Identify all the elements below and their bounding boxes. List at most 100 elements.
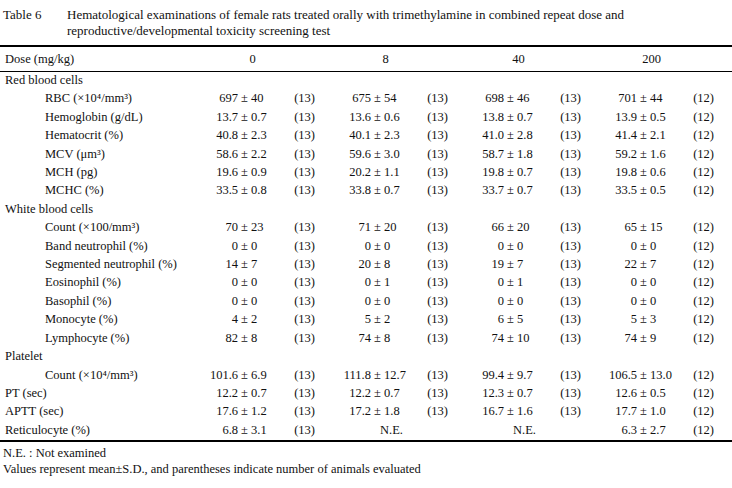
animal-count: (13) [416, 312, 448, 327]
mean-sd-n-cell: 99.4±9.7(13) [468, 368, 581, 383]
mean-value: 698 [468, 91, 504, 106]
animal-count: (13) [416, 294, 448, 309]
animal-count: (13) [283, 91, 315, 106]
sd-value: 1 [517, 275, 544, 290]
sd-value: 1.0 [650, 404, 677, 419]
plus-minus-sign: ± [637, 368, 650, 383]
mean-sd-n-cell: 6±5(13) [468, 312, 581, 327]
mean-value: 13.8 [468, 110, 504, 125]
mean-value: 0 [468, 294, 504, 309]
value-cell: 58.6±2.2(13) [200, 146, 333, 164]
mean-value: 19 [468, 257, 504, 272]
value-cell: 17.2±1.8(13) [333, 403, 466, 421]
value-cell: 0±1(13) [466, 274, 599, 292]
mean-value: 675 [335, 91, 371, 106]
animal-count: (12) [682, 91, 714, 106]
row-label: Platelet [0, 348, 200, 366]
animal-count: (13) [549, 404, 581, 419]
animal-count: (13) [283, 220, 315, 235]
animal-count: (13) [283, 147, 315, 162]
dose-col-40: 40 [466, 46, 599, 72]
row-label: Hematocrit (%) [0, 127, 200, 145]
sd-value: 2.1 [650, 128, 677, 143]
animal-count: (13) [283, 423, 315, 438]
sd-value: 1.1 [384, 165, 411, 180]
mean-sd-n-cell: 0±1(13) [468, 275, 581, 290]
plus-minus-sign: ± [371, 239, 384, 254]
value-cell: N.E. [333, 422, 466, 441]
parameter-row: RBC (×10⁴/mm³)697±40(13)675±54(13)698±46… [0, 90, 732, 108]
mean-value: 0 [335, 294, 371, 309]
mean-sd-n-cell: 16.7±1.6(13) [468, 404, 581, 419]
sd-value: 44 [650, 91, 677, 106]
plus-minus-sign: ± [238, 423, 251, 438]
mean-sd-n-cell: 40.1±2.3(13) [335, 128, 448, 143]
animal-count: (13) [549, 183, 581, 198]
mean-sd-n-cell: 58.7±1.8(13) [468, 147, 581, 162]
mean-sd-n-cell: 82±8(13) [202, 331, 315, 346]
section-row: Red blood cells [0, 72, 732, 91]
sd-value: 40 [251, 91, 278, 106]
animal-count: (13) [549, 147, 581, 162]
animal-count: (13) [549, 312, 581, 327]
plus-minus-sign: ± [238, 91, 251, 106]
value-cell: 12.6±0.5(12) [599, 385, 732, 403]
mean-value: 74 [335, 331, 371, 346]
row-label: Count (×10⁴/mm³) [0, 367, 200, 385]
sd-value: 8 [384, 257, 411, 272]
row-label: Basophil (%) [0, 293, 200, 311]
plus-minus-sign: ± [504, 239, 517, 254]
plus-minus-sign: ± [238, 183, 251, 198]
mean-value: 0 [601, 239, 637, 254]
animal-count: (12) [682, 239, 714, 254]
animal-count: (13) [283, 128, 315, 143]
row-label: APTT (sec) [0, 403, 200, 421]
row-label: MCH (pg) [0, 164, 200, 182]
parameter-row: MCH (pg)19.6±0.9(13)20.2±1.1(13)19.8±0.7… [0, 164, 732, 182]
value-cell: 111.8±12.7(13) [333, 367, 466, 385]
value-cell: 65±15(12) [599, 219, 732, 237]
parameter-row: Hemoglobin (g/dL)13.7±0.7(13)13.6±0.6(13… [0, 109, 732, 127]
value-cell: 59.6±3.0(13) [333, 146, 466, 164]
value-cell: 59.2±1.6(12) [599, 146, 732, 164]
plus-minus-sign: ± [371, 147, 384, 162]
mean-value: 4 [202, 312, 238, 327]
sd-value: 0.7 [384, 183, 411, 198]
mean-sd-n-cell: 0±0(13) [335, 294, 448, 309]
plus-minus-sign: ± [238, 312, 251, 327]
row-label: Eosinophil (%) [0, 274, 200, 292]
mean-value: 74 [468, 331, 504, 346]
animal-count: (13) [549, 128, 581, 143]
mean-value: 13.9 [601, 110, 637, 125]
sd-value: 2 [384, 312, 411, 327]
mean-value: 0 [468, 239, 504, 254]
sd-value: 0 [384, 239, 411, 254]
mean-value: 13.7 [202, 110, 238, 125]
animal-count: (13) [283, 294, 315, 309]
mean-value: 0 [468, 275, 504, 290]
sd-value: 5 [517, 312, 544, 327]
footnote-values: Values represent mean±S.D., and parenthe… [3, 462, 724, 478]
value-cell: 698±46(13) [466, 90, 599, 108]
parameter-row: Eosinophil (%)0±0(13)0±1(13)0±1(13)0±0(1… [0, 274, 732, 292]
mean-value: 12.6 [601, 386, 637, 401]
value-cell: 106.5±13.0(12) [599, 367, 732, 385]
value-cell: 41.0±2.8(13) [466, 127, 599, 145]
plus-minus-sign: ± [504, 165, 517, 180]
animal-count: (13) [416, 220, 448, 235]
animal-count: (13) [283, 257, 315, 272]
value-cell: 70±23(13) [200, 219, 333, 237]
animal-count: (13) [416, 147, 448, 162]
sd-value: 15 [650, 220, 677, 235]
section-spacer [200, 201, 732, 219]
mean-value: 58.6 [202, 147, 238, 162]
plus-minus-sign: ± [238, 128, 251, 143]
value-cell: 5±3(12) [599, 311, 732, 329]
animal-count: (13) [416, 239, 448, 254]
mean-sd-n-cell: 12.2±0.7(13) [335, 386, 448, 401]
animal-count: (13) [283, 386, 315, 401]
mean-value: 0 [202, 239, 238, 254]
sd-value: 2.7 [650, 423, 677, 438]
mean-sd-n-cell: 65±15(12) [601, 220, 714, 235]
animal-count: (12) [682, 331, 714, 346]
